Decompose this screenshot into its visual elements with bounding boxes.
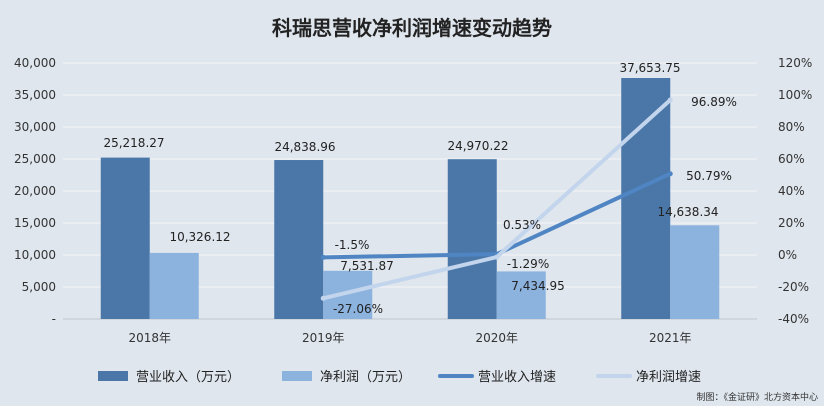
y-left-tick-label: 30,000 [14, 120, 56, 134]
legend-label: 营业收入（万元） [136, 370, 240, 385]
y-left-tick-label: 40,000 [14, 56, 56, 70]
bar-value-label: 37,653.75 [619, 61, 680, 75]
bar-value-label: 25,218.27 [103, 136, 164, 150]
y-right-tick-label: 100% [778, 88, 812, 102]
legend-label: 净利润（万元） [320, 370, 411, 385]
line-point [320, 295, 326, 301]
line-value-label: 50.79% [686, 169, 732, 183]
bar [149, 252, 199, 319]
line-value-label: 0.53% [503, 218, 541, 232]
y-left-tick-label: 10,000 [14, 248, 56, 262]
bar [447, 159, 497, 319]
line-value-label: 96.89% [691, 95, 737, 109]
legend-swatch [282, 371, 312, 381]
line-value-label: -1.5% [335, 238, 370, 252]
x-tick-label: 2018年 [128, 331, 171, 345]
y-right-tick-label: 40% [778, 184, 805, 198]
y-left-tick-label: - [52, 312, 56, 326]
line-value-label: -27.06% [333, 302, 383, 316]
y-right-tick-label: 20% [778, 216, 805, 230]
y-left-tick-label: 35,000 [14, 88, 56, 102]
line-point [320, 254, 326, 260]
bar [274, 160, 324, 319]
legend-label: 净利润增速 [636, 370, 701, 385]
bar-value-label: 24,970.22 [447, 139, 508, 153]
bar [621, 78, 671, 320]
bar-value-label: 10,326.12 [169, 230, 230, 244]
x-tick-label: 2019年 [302, 331, 345, 345]
y-right-tick-label: 60% [778, 152, 805, 166]
line-value-label: -1.29% [507, 257, 549, 271]
y-right-tick-label: 120% [778, 56, 812, 70]
y-right-tick-label: 80% [778, 120, 805, 134]
y-right-tick-label: -40% [778, 312, 809, 326]
bar-value-label: 14,638.34 [657, 205, 718, 219]
y-left-tick-label: 15,000 [14, 216, 56, 230]
x-tick-label: 2021年 [649, 331, 692, 345]
y-right-tick-label: -20% [778, 280, 809, 294]
y-left-tick-label: 20,000 [14, 184, 56, 198]
bar [100, 157, 150, 319]
y-left-tick-label: 5,000 [22, 280, 56, 294]
bar-value-label: 7,531.87 [340, 259, 393, 273]
y-right-tick-label: 0% [778, 248, 797, 262]
bar [670, 225, 720, 319]
line-point [494, 254, 500, 260]
legend-label: 营业收入增速 [478, 370, 556, 385]
source-note: 制图：《金证研》北方资本中心 [696, 391, 818, 403]
chart-title: 科瑞思营收净利润增速变动趋势 [272, 16, 552, 40]
legend-swatch [98, 371, 128, 381]
x-tick-label: 2020年 [475, 331, 518, 345]
line-point [667, 171, 673, 177]
y-left-tick-label: 25,000 [14, 152, 56, 166]
line-point [667, 97, 673, 103]
bar-value-label: 24,838.96 [274, 140, 335, 154]
bar-value-label: 7,434.95 [511, 279, 564, 293]
bar [496, 271, 546, 319]
